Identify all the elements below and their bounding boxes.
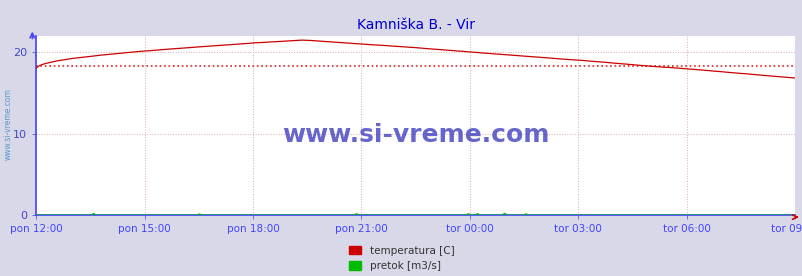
Title: Kamniška B. - Vir: Kamniška B. - Vir (356, 18, 474, 32)
Legend: temperatura [C], pretok [m3/s]: temperatura [C], pretok [m3/s] (348, 246, 454, 271)
Text: www.si-vreme.com: www.si-vreme.com (4, 88, 13, 160)
Text: www.si-vreme.com: www.si-vreme.com (282, 123, 549, 147)
